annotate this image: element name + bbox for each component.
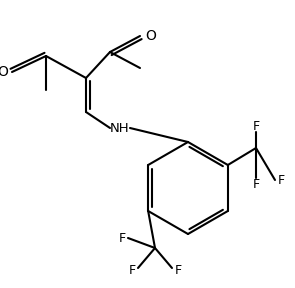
Text: O: O (145, 29, 156, 43)
Text: O: O (0, 65, 8, 79)
Text: NH: NH (110, 122, 130, 134)
Text: F: F (253, 177, 260, 190)
Text: F: F (174, 264, 181, 276)
Text: F: F (253, 120, 260, 134)
Text: F: F (118, 232, 126, 245)
Text: F: F (277, 173, 285, 187)
Text: F: F (128, 264, 136, 276)
